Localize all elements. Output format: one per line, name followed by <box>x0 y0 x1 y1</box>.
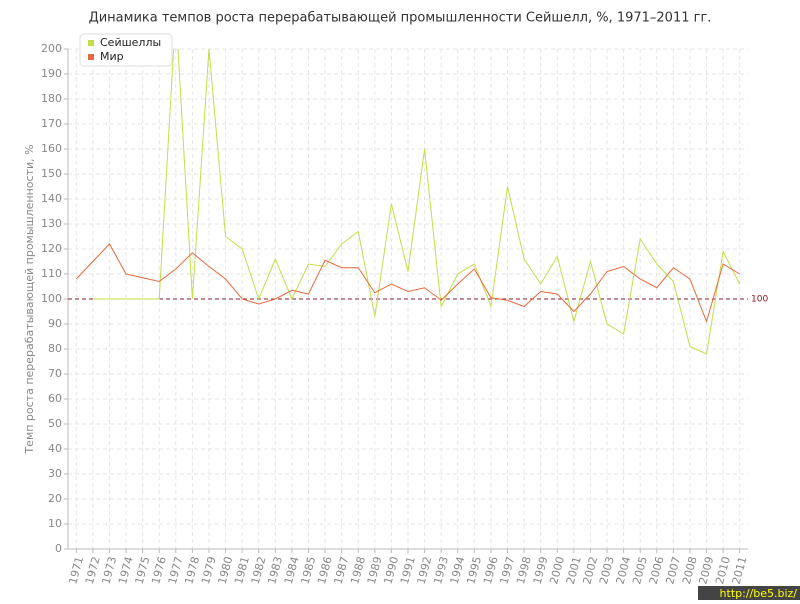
y-tick-label: 30 <box>48 467 62 480</box>
y-tick-label: 50 <box>48 417 62 430</box>
y-tick-label: 190 <box>41 67 62 80</box>
y-tick-label: 140 <box>41 192 62 205</box>
y-tick-label: 90 <box>48 317 62 330</box>
y-tick-label: 100 <box>41 292 62 305</box>
y-tick-label: 40 <box>48 442 62 455</box>
legend-box <box>79 33 173 67</box>
watermark: http://be5.biz/ <box>720 587 798 600</box>
y-tick-label: 70 <box>48 367 62 380</box>
series-line <box>92 49 741 355</box>
y-tick-label: 60 <box>48 392 62 405</box>
y-tick-label: 20 <box>48 492 62 505</box>
legend-swatch <box>88 40 94 46</box>
y-tick-label: 160 <box>41 142 62 155</box>
y-tick-label: 150 <box>41 167 62 180</box>
legend-swatch <box>88 54 94 60</box>
watermark-bg <box>698 586 800 600</box>
legend-label: Мир <box>100 50 124 63</box>
y-tick-label: 80 <box>48 342 62 355</box>
chart-title: Динамика темпов роста перерабатывающей п… <box>89 11 712 26</box>
series-line <box>75 243 740 324</box>
reference-label: 100 <box>751 295 768 305</box>
y-tick-label: 110 <box>41 267 62 280</box>
y-tick-label: 180 <box>41 92 62 105</box>
y-tick-label: 0 <box>55 542 62 555</box>
y-axis-label: Темп роста перерабатывающей промышленнос… <box>23 144 36 454</box>
y-tick-label: 130 <box>41 217 62 230</box>
y-tick-label: 170 <box>41 117 62 130</box>
y-tick-label: 120 <box>41 242 62 255</box>
y-tick-label: 200 <box>41 42 62 55</box>
legend-label: Сейшеллы <box>100 36 161 49</box>
y-tick-label: 10 <box>48 517 62 530</box>
plot-area <box>68 49 748 355</box>
